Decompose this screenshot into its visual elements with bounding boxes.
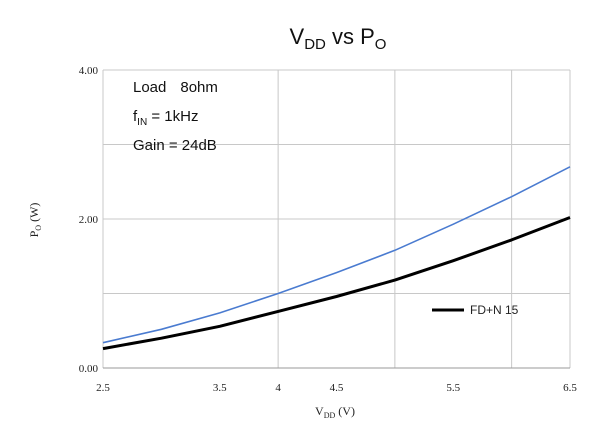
- annotation-load: Load 8ohm: [133, 79, 218, 96]
- y-tick-label: 2.00: [79, 214, 99, 226]
- y-tick-label: 0.00: [79, 363, 99, 375]
- tick-labels: 2.5 3.5 4 4.5 5.5 6.5 0.00 2.00 4.00: [79, 65, 578, 394]
- legend-label: FD+N 15: [470, 303, 519, 317]
- y-tick-label: 4.00: [79, 65, 99, 77]
- annotation-gain: Gain = 24dB: [133, 137, 217, 154]
- x-tick-label: 6.5: [563, 382, 577, 394]
- x-axis-label: VDD (V): [315, 404, 355, 420]
- x-tick-label: 4: [275, 382, 281, 394]
- x-tick-label: 4.5: [330, 382, 344, 394]
- annotation-block: Load 8ohm fIN = 1kHz Gain = 24dB: [133, 79, 218, 154]
- annotation-fin: fIN = 1kHz: [133, 108, 198, 128]
- x-tick-label: 5.5: [446, 382, 460, 394]
- series-layer: [102, 166, 571, 351]
- grid-lines: [102, 69, 571, 369]
- legend: FD+N 15: [432, 303, 519, 317]
- chart-title: VDD vs PO: [290, 24, 387, 53]
- series-line-1: [102, 166, 571, 344]
- y-axis-label: PO (W): [27, 203, 43, 238]
- series-line-2: [102, 216, 571, 351]
- x-tick-label: 3.5: [213, 382, 227, 394]
- x-tick-label: 2.5: [96, 382, 110, 394]
